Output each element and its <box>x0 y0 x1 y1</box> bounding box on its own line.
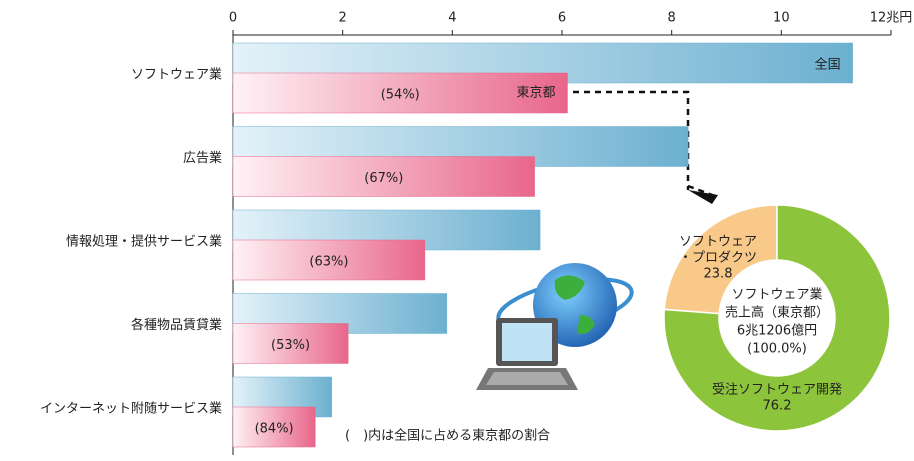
category-label: ソフトウェア業 <box>131 67 222 83</box>
slice-label: ・プロダクツ <box>679 251 757 266</box>
center-label: 売上高（東京都） <box>725 305 829 321</box>
center-label: (100.0%) <box>747 342 807 357</box>
x-tick-label: 12兆円 <box>870 11 913 26</box>
x-tick-label: 6 <box>558 11 566 26</box>
slice-label: ソフトウェア <box>679 235 757 250</box>
category-label: 各種物品賃貸業 <box>131 317 222 333</box>
center-label: ソフトウェア業 <box>731 287 822 303</box>
category-label: 広告業 <box>183 150 222 166</box>
category-label: 情報処理・提供サービス業 <box>66 234 222 250</box>
slice-value: 23.8 <box>704 267 733 282</box>
share-label: (67%) <box>364 171 403 186</box>
chart: 0 2 4 6 8 10 12兆円ソフトウェア業 全国東京都 (54%) 広告業 (67%) 情報処理… <box>0 0 914 457</box>
share-label: (84%) <box>255 422 294 437</box>
x-tick-label: 8 <box>668 11 676 26</box>
x-tick-label: 4 <box>448 11 456 26</box>
category-label: インターネット附随サービス業 <box>40 401 222 417</box>
center-label: 6兆1206億円 <box>737 323 817 339</box>
x-tick-label: 2 <box>339 11 347 26</box>
x-tick-label: 0 <box>229 11 237 26</box>
slice-label: 受注ソフトウェア開発 <box>712 383 842 398</box>
series-label: 全国 <box>815 57 841 73</box>
share-label: (54%) <box>381 88 420 103</box>
illustration <box>476 263 636 390</box>
share-label: (53%) <box>271 338 310 353</box>
share-label: (63%) <box>309 255 348 270</box>
x-tick-label: 10 <box>773 11 790 26</box>
note: ( )内は全国に占める東京都の割合 <box>345 428 550 444</box>
slice-value: 76.2 <box>763 399 792 414</box>
series-label: 東京都 <box>516 85 555 101</box>
